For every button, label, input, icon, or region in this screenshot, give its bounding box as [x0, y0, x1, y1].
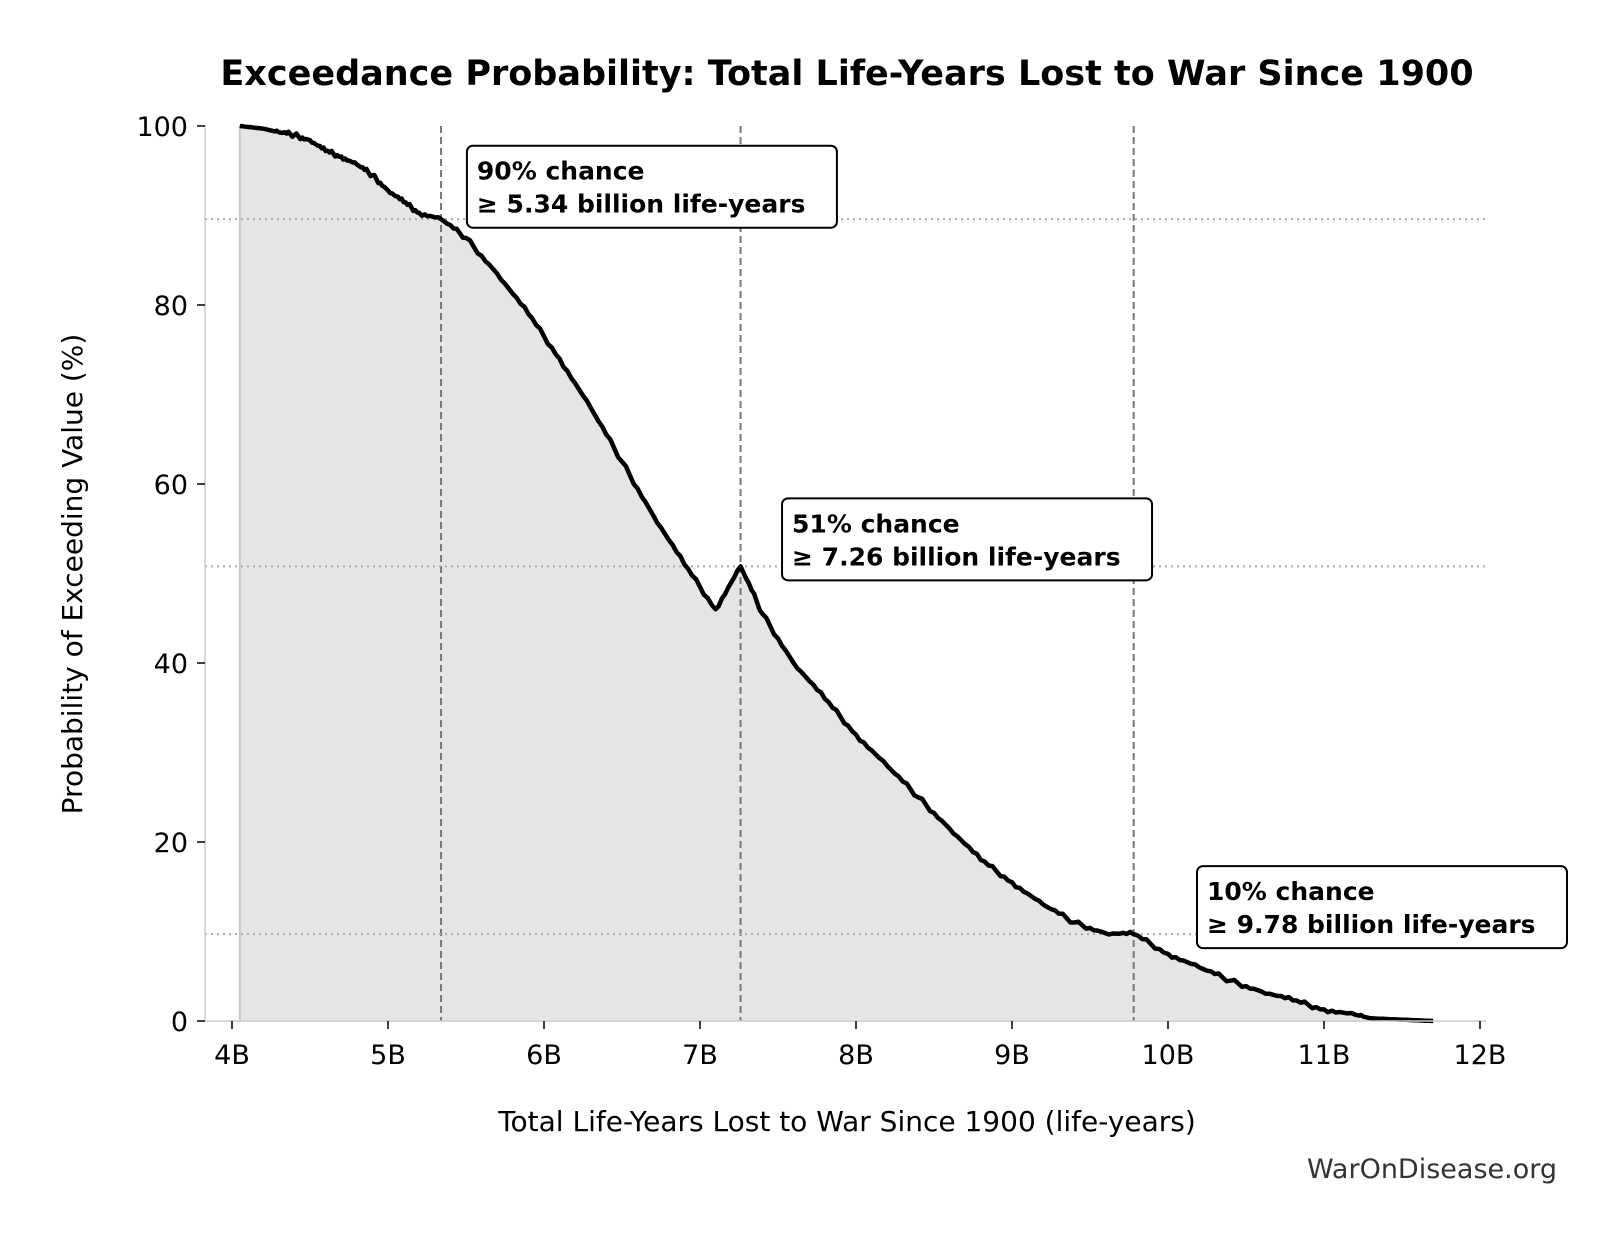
y-tick-label: 60 [154, 470, 188, 501]
annotation-line-1: 90% chance [477, 157, 645, 186]
y-tick-label: 0 [171, 1007, 188, 1038]
x-tick-label: 4B [214, 1040, 250, 1071]
annotation-frame [781, 497, 1154, 582]
y-tick-label: 80 [154, 291, 188, 322]
y-tick-label: 20 [154, 828, 188, 859]
annotation-box-2: 10% chance ≥ 9.78 billion life-years [1196, 865, 1568, 950]
annotation-line-2: ≥ 7.26 billion life-years [792, 542, 1121, 571]
plot-area [205, 123, 1486, 1024]
annotation-line-1: 51% chance [792, 509, 960, 538]
x-tick-label: 6B [526, 1040, 562, 1071]
x-tick-label: 11B [1298, 1040, 1351, 1071]
y-axis-label: Probability of Exceeding Value (%) [56, 334, 89, 815]
x-tick-label: 12B [1454, 1040, 1507, 1071]
annotation-box-0: 90% chance ≥ 5.34 billion life-years [465, 144, 838, 229]
source-watermark: WarOnDisease.org [1307, 1154, 1557, 1185]
x-tick-label: 10B [1142, 1040, 1195, 1071]
annotation-line-2: ≥ 5.34 billion life-years [477, 190, 806, 219]
annotation-box-1: 51% chance ≥ 7.26 billion life-years [781, 497, 1154, 582]
chart-title: Exceedance Probability: Total Life-Years… [220, 54, 1473, 94]
annotation-frame [465, 144, 838, 229]
x-tick-label: 7B [682, 1040, 718, 1071]
x-tick-label: 9B [994, 1040, 1030, 1071]
x-axis-label: Total Life-Years Lost to War Since 1900 … [497, 1105, 1196, 1138]
axis-ticks: 4B 5B 6B 7B 8B 9B 10B 11B 12B 0 20 40 60 80 100 [136, 112, 1506, 1071]
x-tick-label: 8B [838, 1040, 874, 1071]
annotation-frame [1196, 865, 1568, 950]
annotation-line-1: 10% chance [1207, 877, 1375, 906]
annotation-line-2: ≥ 9.78 billion life-years [1207, 910, 1536, 939]
exceedance-curve [239, 123, 1434, 1024]
y-tick-label: 100 [136, 112, 188, 143]
x-tick-label: 5B [370, 1040, 406, 1071]
exceedance-area-fill [239, 126, 1434, 1021]
y-tick-label: 40 [154, 649, 188, 680]
annotations: 90% chance ≥ 5.34 billion life-years 51% c… [465, 144, 1568, 950]
